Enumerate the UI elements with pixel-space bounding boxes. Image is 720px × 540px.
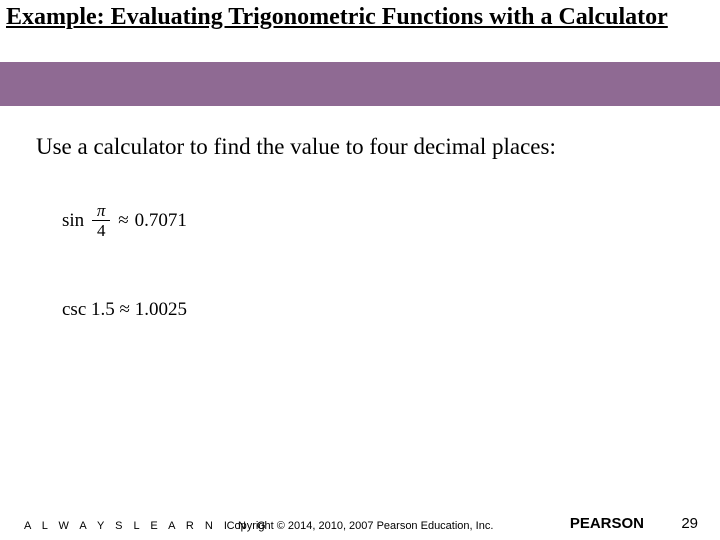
slide: Example: Evaluating Trigonometric Functi…: [0, 0, 720, 540]
equation-block: sin π 4 ≈ 0.7071 csc 1.5 ≈ 1.0025: [62, 202, 684, 321]
eq1-value: 0.7071: [135, 210, 187, 232]
eq2-relation: ≈: [120, 299, 130, 320]
eq1-numerator: π: [97, 202, 106, 219]
eq1-relation: ≈: [118, 210, 128, 232]
eq2-func: csc: [62, 299, 86, 320]
eq2-arg: 1.5: [91, 299, 115, 320]
pearson-logo: PEARSON: [570, 515, 644, 532]
eq1-func: sin: [62, 210, 84, 232]
instruction-text: Use a calculator to find the value to fo…: [36, 134, 684, 160]
footer: A L W A Y S L E A R N I N G Copyright © …: [0, 480, 720, 540]
eq1-denominator: 4: [97, 222, 106, 239]
equation-1: sin π 4 ≈ 0.7071: [62, 202, 684, 239]
body: Use a calculator to find the value to fo…: [36, 134, 684, 321]
slide-title: Example: Evaluating Trigonometric Functi…: [6, 4, 712, 32]
header-band: [0, 62, 720, 106]
eq1-fraction: π 4: [92, 202, 110, 239]
title-area: Example: Evaluating Trigonometric Functi…: [0, 0, 720, 32]
equation-2: csc 1.5 ≈ 1.0025: [62, 299, 684, 321]
eq2-value: 1.0025: [135, 299, 187, 320]
page-number: 29: [681, 515, 698, 532]
header: Example: Evaluating Trigonometric Functi…: [0, 0, 720, 104]
